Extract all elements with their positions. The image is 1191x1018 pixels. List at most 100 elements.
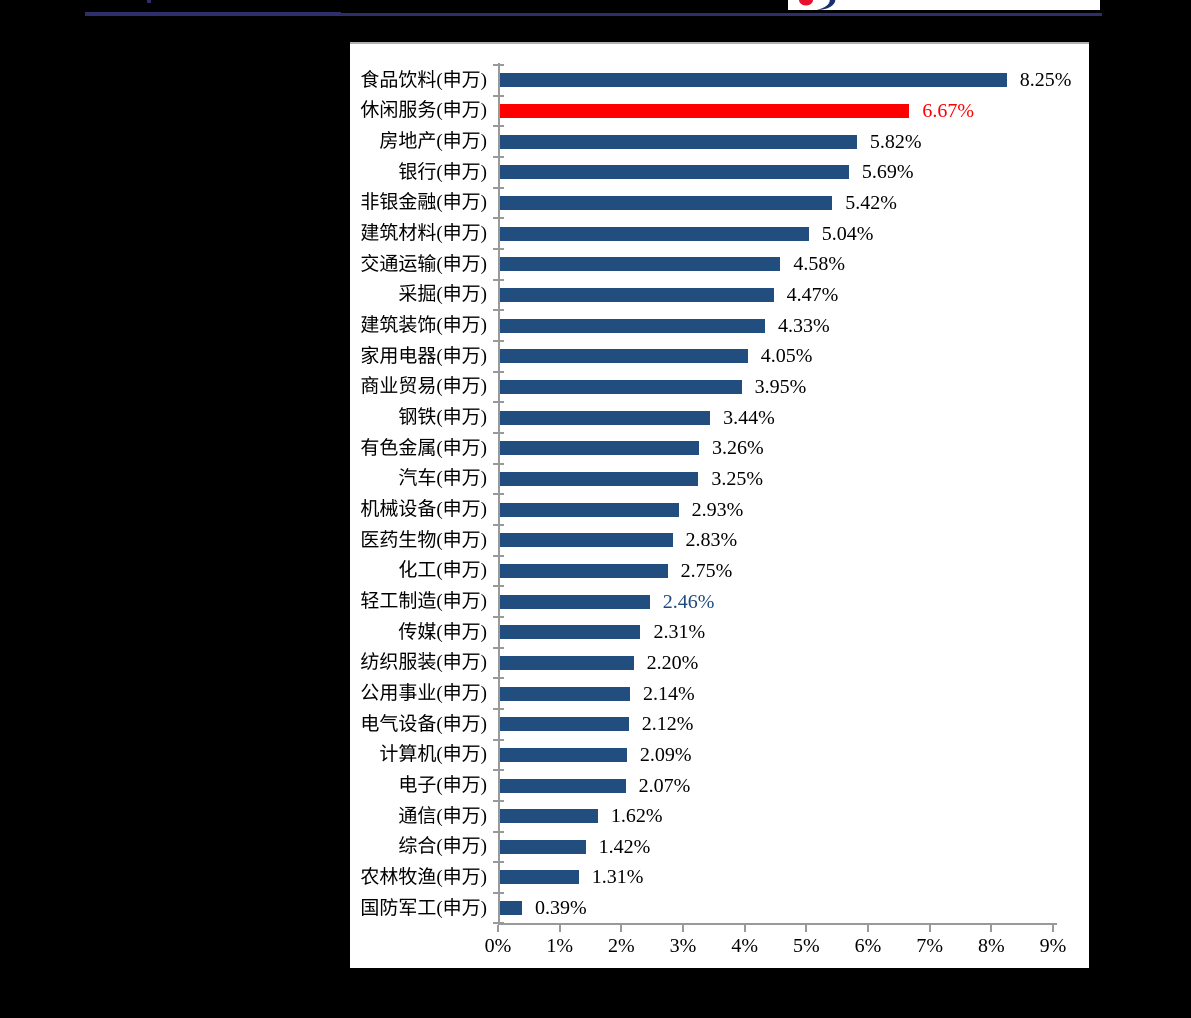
y-axis-tick xyxy=(493,615,504,618)
bar-track: 2.93% xyxy=(498,494,1089,525)
category-label: 汽车(申万) xyxy=(398,468,487,490)
bar-row: 医药生物(申万) 2.83% xyxy=(350,525,1089,556)
bar-track: 2.07% xyxy=(498,770,1089,801)
x-axis-tick xyxy=(867,925,869,933)
value-label: 3.95% xyxy=(754,375,807,398)
category-label: 房地产(申万) xyxy=(379,131,487,153)
bar xyxy=(498,287,774,302)
bar xyxy=(498,257,781,272)
y-axis-tick xyxy=(493,830,504,833)
value-label: 3.25% xyxy=(711,467,764,490)
bar xyxy=(498,195,833,210)
bar-track: 2.46% xyxy=(498,586,1089,617)
bar xyxy=(498,594,650,609)
bar-row: 有色金属(申万) 3.26% xyxy=(350,433,1089,464)
bar xyxy=(498,73,1007,88)
value-label: 5.04% xyxy=(821,222,874,245)
value-label: 2.46% xyxy=(662,590,715,613)
value-label: 2.09% xyxy=(639,743,692,766)
bar xyxy=(498,686,630,701)
bar xyxy=(498,226,809,241)
y-axis-tick xyxy=(493,278,504,281)
x-axis-tick-label: 0% xyxy=(484,935,512,958)
bar xyxy=(498,747,627,762)
y-axis-tick xyxy=(493,64,504,66)
bar-row: 非银金融(申万) 5.42% xyxy=(350,188,1089,219)
value-label: 5.69% xyxy=(861,161,914,184)
y-axis-tick xyxy=(493,677,504,680)
bar xyxy=(498,318,766,333)
category-label: 交通运输(申万) xyxy=(360,253,487,275)
bar xyxy=(498,103,910,118)
y-axis-tick xyxy=(493,462,504,465)
logo-box xyxy=(788,0,1100,10)
category-label: 公用事业(申万) xyxy=(360,683,487,705)
bar-track: 6.67% xyxy=(498,96,1089,127)
bar-track: 4.47% xyxy=(498,280,1089,311)
x-axis-tick xyxy=(1052,925,1054,933)
bar xyxy=(498,502,679,517)
bar-track: 3.25% xyxy=(498,464,1089,495)
category-label: 有色金属(申万) xyxy=(360,437,487,459)
category-label: 综合(申万) xyxy=(398,836,487,858)
bar-row: 电子(申万) 2.07% xyxy=(350,770,1089,801)
category-label: 钢铁(申万) xyxy=(398,407,487,429)
bar-track: 2.12% xyxy=(498,709,1089,740)
category-label: 电气设备(申万) xyxy=(360,713,487,735)
header-dot xyxy=(147,0,151,3)
bar xyxy=(498,533,673,548)
category-label: 计算机(申万) xyxy=(379,744,487,766)
value-label: 5.42% xyxy=(845,191,897,214)
value-label: 3.26% xyxy=(712,437,764,460)
x-axis-tick xyxy=(620,925,623,933)
value-label: 1.62% xyxy=(610,805,663,828)
bar xyxy=(498,410,711,425)
bar-row: 银行(申万) 5.69% xyxy=(350,157,1089,188)
value-label: 5.82% xyxy=(869,130,922,153)
category-label: 国防军工(申万) xyxy=(360,897,487,919)
x-axis-tick xyxy=(990,925,993,933)
x-axis-tick-label: 4% xyxy=(731,935,758,958)
header-rule-left xyxy=(85,12,341,16)
bar-track: 5.42% xyxy=(498,188,1089,219)
bar-row: 计算机(申万) 2.09% xyxy=(350,740,1089,771)
bar-row: 传媒(申万) 2.31% xyxy=(350,617,1089,648)
y-axis-tick xyxy=(493,769,504,772)
category-label: 医药生物(申万) xyxy=(360,529,487,551)
category-label: 机械设备(申万) xyxy=(360,499,487,521)
bar-track: 2.83% xyxy=(498,525,1089,556)
bar-track: 5.04% xyxy=(498,218,1089,249)
bar-chart: 食品饮料(申万) 8.25% 休闲服务(申万) 6.67% 房地产(申万) 5.82% 银行… xyxy=(350,44,1089,968)
bar-track: 4.05% xyxy=(498,341,1089,372)
category-label: 通信(申万) xyxy=(398,805,487,827)
x-axis-tick-label: 6% xyxy=(854,935,882,958)
bar-track: 4.33% xyxy=(498,310,1089,341)
bar xyxy=(498,441,700,456)
y-axis-tick xyxy=(493,186,504,189)
value-label: 2.93% xyxy=(691,498,744,521)
value-label: 4.33% xyxy=(778,314,830,337)
y-axis-tick xyxy=(493,401,504,404)
bar-row: 交通运输(申万) 4.58% xyxy=(350,249,1089,280)
x-axis-tick xyxy=(743,925,746,933)
y-axis-tick xyxy=(493,861,504,864)
bar-track: 4.58% xyxy=(498,249,1089,280)
bar-track: 2.75% xyxy=(498,556,1089,587)
bar-row: 纺织服装(申万) 2.20% xyxy=(350,648,1089,679)
bar xyxy=(498,349,748,364)
bar-row: 汽车(申万) 3.25% xyxy=(350,464,1089,495)
y-axis-tick xyxy=(493,707,504,710)
x-axis-tick xyxy=(558,925,561,933)
category-label: 非银金融(申万) xyxy=(360,192,487,214)
y-axis-tick xyxy=(493,217,504,220)
bar-track: 8.25% xyxy=(498,65,1089,96)
y-axis-tick xyxy=(493,94,504,97)
y-axis-tick xyxy=(493,247,504,250)
bar-row: 轻工制造(申万) 2.46% xyxy=(350,586,1089,617)
bar-row: 建筑材料(申万) 5.04% xyxy=(350,218,1089,249)
bar-track: 1.31% xyxy=(498,862,1089,893)
value-label: 6.67% xyxy=(922,99,974,122)
bar-track: 5.82% xyxy=(498,126,1089,157)
category-label: 建筑装饰(申万) xyxy=(360,315,487,337)
